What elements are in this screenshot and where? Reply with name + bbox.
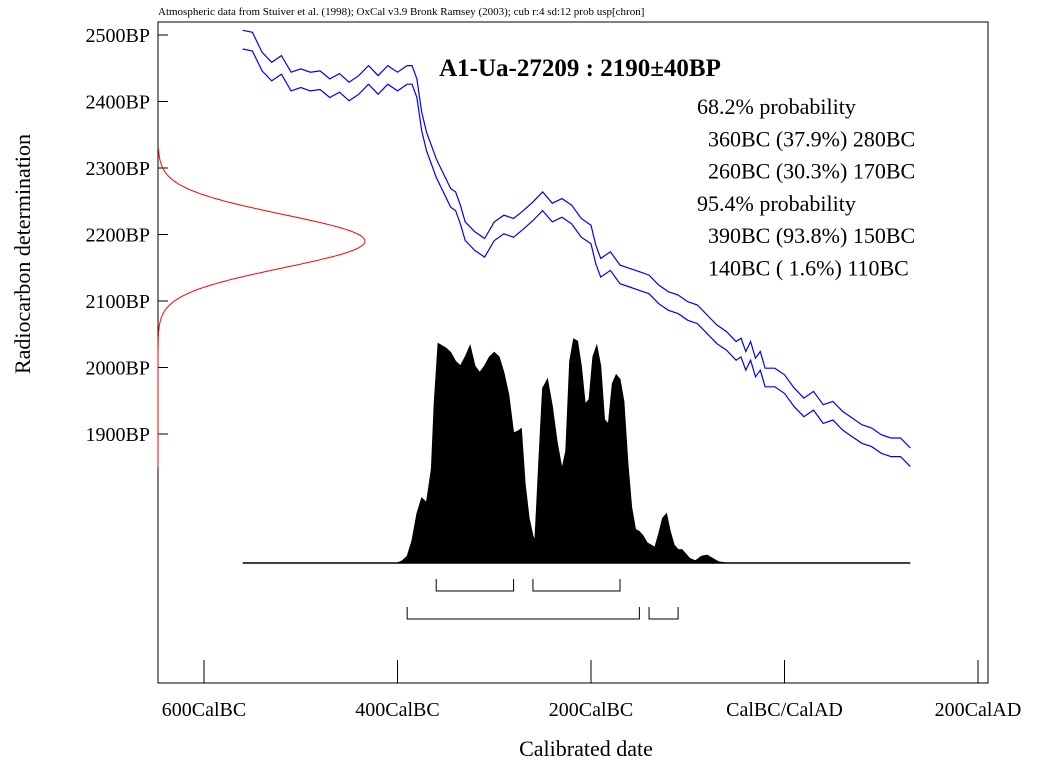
x-tick-label: 600CalBC [162,699,246,721]
probability-line: 95.4% probability [697,191,856,216]
x-tick-label: 400CalBC [355,699,439,721]
range-bracket-68 [532,579,621,592]
source-note: Atmospheric data from Stuiver et al. (19… [158,6,644,18]
probability-line: 68.2% probability [697,94,856,119]
y-axis-label: Radiocarbon determination [10,134,35,374]
y-tick-label: 2500BP [86,25,150,47]
posterior-distribution [242,338,911,564]
probability-line: 260BC (30.3%) 170BC [697,159,915,184]
x-axis-label: Calibrated date [519,736,653,761]
range-brackets-68 [435,579,621,592]
range-bracket-95 [406,607,640,620]
y-tick-label: 2300BP [86,158,150,180]
probability-summary: 68.2% probability 360BC (37.9%) 280BC 26… [697,94,915,281]
chart-title: A1-Ua-27209 : 2190±40BP [439,55,721,82]
x-tick-label: CalBC/CalAD [726,699,843,721]
calibration-curve-lower [242,48,911,468]
x-tick-label: 200CalAD [935,699,1022,721]
calibration-curve-upper [242,29,911,449]
y-tick-label: 2100BP [86,291,150,313]
y-axis: 2500BP 2400BP 2300BP 2200BP 2100BP 2000BP 1900… [86,25,168,446]
y-tick-label: 1900BP [86,424,150,446]
probability-line: 360BC (37.9%) 280BC [697,126,915,151]
probability-line: 390BC (93.8%) 150BC [697,223,915,248]
probability-line: 140BC ( 1.6%) 110BC [697,256,909,281]
measurement-distribution [157,148,366,468]
y-tick-label: 2400BP [86,92,150,114]
x-axis: 600CalBC 400CalBC 200CalBC CalBC/CalAD 200Ca… [162,660,1022,721]
x-tick-label: 200CalBC [549,699,633,721]
y-tick-label: 2000BP [86,358,150,380]
y-tick-label: 2200BP [86,225,150,247]
range-bracket-95 [648,607,679,620]
range-brackets-95 [406,607,679,620]
range-bracket-68 [435,579,515,592]
